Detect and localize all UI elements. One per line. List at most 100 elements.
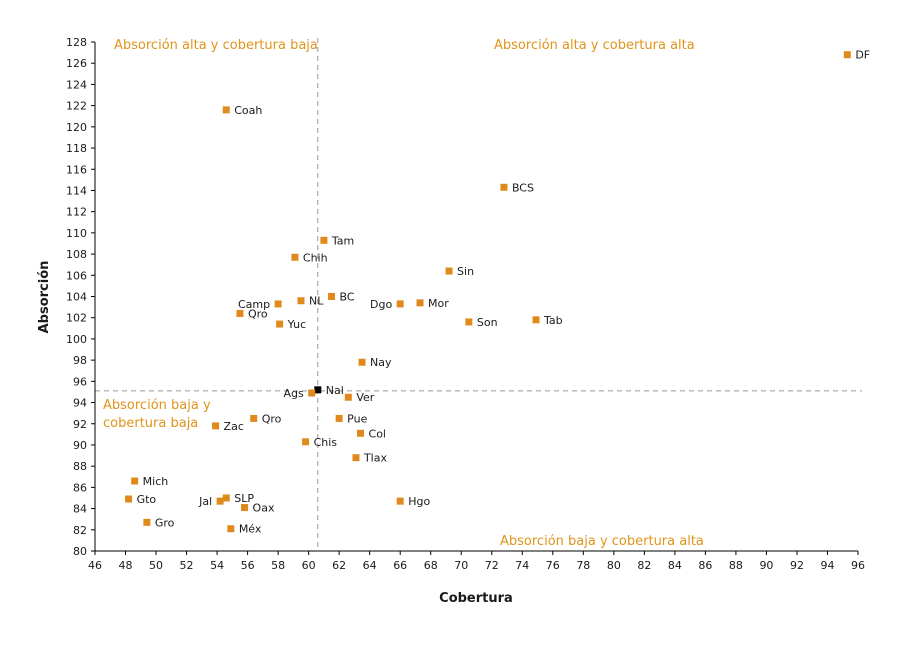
y-tick-label: 98 [73,354,87,367]
y-tick-label: 100 [66,333,87,346]
quadrant-label-bottom-right: Absorción baja y cobertura alta [500,534,704,549]
y-tick-label: 122 [66,100,87,113]
data-point [465,318,473,326]
x-tick-label: 76 [546,559,560,572]
x-tick-label: 84 [668,559,682,572]
data-point [308,389,316,397]
y-tick-label: 102 [66,312,87,325]
x-tick-label: 86 [698,559,712,572]
data-point-label: Col [369,427,386,440]
data-point-label: Coah [234,104,262,117]
data-point-label: Son [477,316,498,329]
data-point [143,518,151,526]
y-tick-label: 80 [73,545,87,558]
data-point-label: Oax [253,502,275,515]
y-tick-label: 90 [73,439,87,452]
data-point [222,494,230,502]
x-tick-label: 52 [180,559,194,572]
data-point [352,454,360,462]
x-tick-label: 54 [210,559,224,572]
x-tick-label: 62 [332,559,346,572]
data-point [344,393,352,401]
y-tick-label: 96 [73,375,87,388]
data-point [250,414,258,422]
data-point-label: Gro [155,516,175,529]
data-point-label: Camp [238,298,270,311]
y-tick-label: 92 [73,418,87,431]
data-point [532,316,540,324]
data-point [416,299,424,307]
reference-lines [95,38,862,551]
x-tick-label: 66 [393,559,407,572]
x-tick-label: 72 [485,559,499,572]
quadrant-labels: Absorción alta y cobertura baja Absorción… [103,38,704,549]
data-point [357,429,365,437]
data-point-label: SLP [234,492,254,505]
data-point-label: Tab [543,314,563,327]
data-point [274,300,282,308]
y-tick-label: 84 [73,503,87,516]
y-tick-label: 88 [73,460,87,473]
y-tick-label: 118 [66,142,87,155]
data-point [131,477,139,485]
data-point-label: Tam [331,234,354,247]
data-point [445,267,453,275]
data-point [227,525,235,533]
x-tick-label: 78 [576,559,590,572]
data-point-label: Nal [326,384,344,397]
y-tick-label: 106 [66,269,87,282]
quadrant-label-top-right: Absorción alta y cobertura alta [494,38,695,53]
data-point-label: Chih [303,251,328,264]
y-tick-label: 120 [66,121,87,134]
data-point-label: Chis [314,436,338,449]
data-point-label: Qro [262,412,282,425]
y-tick-label: 114 [66,184,87,197]
data-point [302,438,310,446]
data-point-label: BC [340,291,355,304]
data-point [125,495,133,503]
data-point [396,497,404,505]
data-point [843,51,851,59]
data-point [216,497,224,505]
data-point-label: Yuc [287,318,306,331]
data-point [320,236,328,244]
y-tick-label: 116 [66,163,87,176]
data-point [212,422,220,430]
x-tick-label: 92 [790,559,804,572]
x-tick-label: 64 [363,559,377,572]
data-point-label: Jal [198,495,212,508]
data-point-label: Méx [239,523,262,536]
x-tick-label: 48 [119,559,133,572]
y-tick-label: 104 [66,291,87,304]
y-tick-label: 112 [66,206,87,219]
data-point-label: Hgo [408,495,430,508]
x-tick-label: 70 [454,559,468,572]
y-tick-label: 128 [66,36,87,49]
x-axis-title: Cobertura [439,591,513,606]
data-point [297,297,305,305]
quadrant-label-bottom-left-line2: cobertura baja [103,416,198,431]
data-point-label: Qro [248,307,268,320]
data-point [222,106,230,114]
x-tick-label: 46 [88,559,102,572]
data-point-label: BCS [512,181,534,194]
data-point-label: Pue [347,412,367,425]
x-tick-label: 94 [820,559,834,572]
data-point [314,386,322,394]
x-tick-label: 56 [241,559,255,572]
data-point-label: Mich [143,475,169,488]
data-point-label: Sin [457,265,474,278]
data-point-label: Gto [137,493,157,506]
data-point-label: Nay [370,356,392,369]
data-point [396,300,404,308]
data-point-label: Mor [428,297,449,310]
x-tick-label: 90 [759,559,773,572]
x-tick-label: 58 [271,559,285,572]
data-point-label: Ags [283,387,304,400]
x-tick-label: 80 [607,559,621,572]
data-point [358,358,366,366]
x-tick-label: 88 [729,559,743,572]
